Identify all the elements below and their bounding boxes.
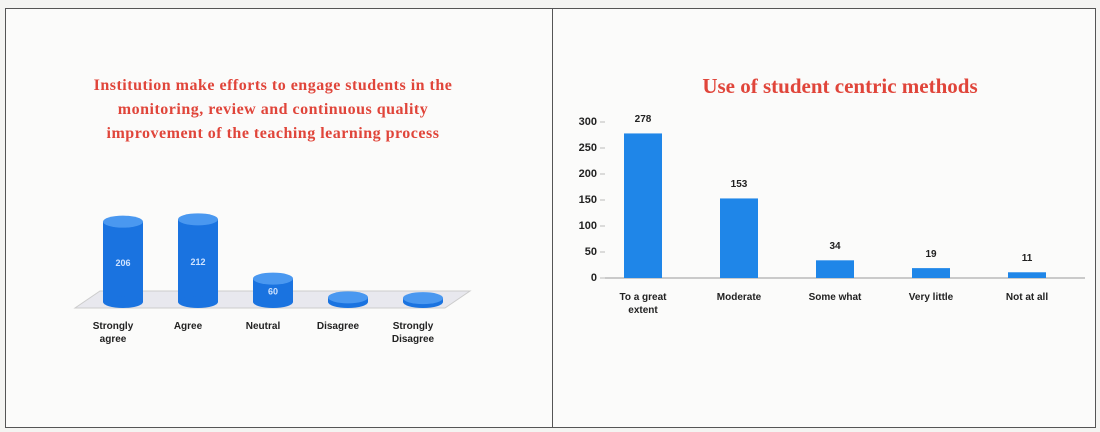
x-tick-label: Neutral bbox=[245, 321, 281, 332]
left-panel bbox=[5, 8, 553, 428]
y-tick-label: 200 bbox=[579, 168, 597, 180]
bar bbox=[912, 268, 950, 278]
cylinder-bottom bbox=[178, 296, 218, 308]
cylinder bbox=[328, 291, 368, 308]
bar bbox=[624, 133, 662, 278]
y-tick-label: 250 bbox=[579, 142, 597, 154]
cylinder-body bbox=[103, 221, 143, 302]
y-tick-label: 150 bbox=[579, 194, 597, 206]
x-tick-label: Disagree bbox=[316, 321, 360, 332]
x-tick-label: Strongly Disagree bbox=[391, 321, 435, 345]
cylinder bbox=[403, 292, 443, 308]
value-label: 60 bbox=[268, 287, 278, 297]
y-tick-label: 0 bbox=[591, 272, 597, 284]
value-label: 34 bbox=[829, 241, 841, 252]
x-tick-label: Strongly agree bbox=[92, 321, 134, 345]
cylinder-top bbox=[403, 292, 443, 305]
cylinder-top bbox=[178, 213, 218, 226]
cylinder-top bbox=[103, 215, 143, 228]
bar bbox=[720, 198, 758, 278]
value-label: 153 bbox=[731, 179, 748, 190]
cylinder-bottom bbox=[103, 296, 143, 308]
y-tick-label: 100 bbox=[579, 220, 597, 232]
bar bbox=[1008, 272, 1046, 278]
x-tick-label: Very little bbox=[908, 292, 954, 303]
value-label: 212 bbox=[190, 257, 205, 267]
y-tick-label: 50 bbox=[585, 246, 597, 258]
cylinder-body bbox=[178, 219, 218, 302]
chart-title: Use of student centric methods bbox=[702, 74, 978, 98]
cylinder bbox=[103, 215, 143, 308]
x-tick-label: Some what bbox=[808, 292, 862, 303]
x-tick-label: Moderate bbox=[716, 292, 762, 303]
cylinder bbox=[178, 213, 218, 308]
value-label: 11 bbox=[1022, 253, 1033, 264]
bar bbox=[816, 260, 854, 278]
value-label: 278 bbox=[635, 114, 652, 125]
value-label: 19 bbox=[925, 249, 937, 260]
y-tick-label: 300 bbox=[579, 116, 597, 128]
x-tick-label: To a great extent bbox=[619, 292, 667, 316]
cylinder-top bbox=[328, 291, 368, 304]
cylinder-top bbox=[253, 272, 293, 285]
cylinder-bottom bbox=[253, 296, 293, 308]
cylinder bbox=[253, 272, 293, 308]
value-label: 206 bbox=[115, 258, 130, 268]
x-tick-label: Not at all bbox=[1005, 292, 1049, 303]
chart-title: Institution make efforts to engage stude… bbox=[93, 77, 453, 142]
x-tick-label: Agree bbox=[173, 321, 203, 332]
cylinder-body bbox=[253, 278, 293, 302]
